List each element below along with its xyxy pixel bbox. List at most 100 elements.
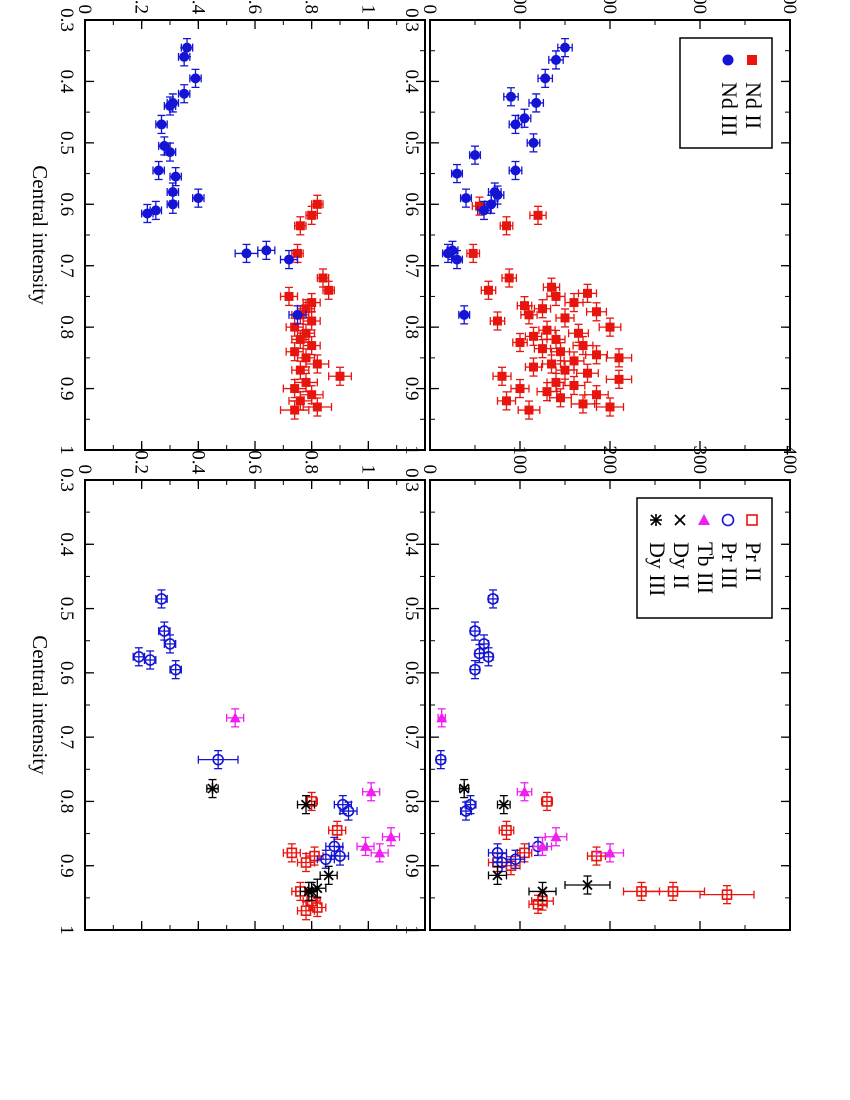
data-point	[328, 366, 352, 386]
data-point	[356, 836, 375, 857]
marker-triangle	[360, 840, 371, 851]
data-point	[305, 354, 330, 374]
marker-square	[504, 273, 514, 283]
marker-square	[524, 310, 534, 320]
data-point	[226, 708, 245, 728]
data-point	[564, 292, 584, 313]
marker-x-b	[674, 514, 686, 526]
data-point	[163, 142, 177, 162]
marker-circle-open	[342, 805, 355, 817]
data-point	[166, 194, 180, 214]
data-point	[598, 317, 622, 337]
data-point	[564, 875, 611, 895]
data-point	[459, 188, 473, 208]
marker-circle	[510, 165, 521, 176]
x-tick-label: 0.7	[401, 254, 422, 278]
marker-circle-open	[496, 856, 508, 869]
marker-square	[290, 384, 300, 394]
data-point	[528, 881, 557, 902]
data-point	[330, 846, 350, 866]
marker-circle	[261, 245, 272, 256]
y-tick-label: 0.6	[244, 0, 265, 14]
marker-square-open	[331, 825, 343, 836]
marker-square	[547, 359, 556, 369]
data-point	[458, 778, 470, 799]
data-point	[458, 305, 471, 325]
panel-nd-amplitude: 0.30.40.50.60.70.80.910100200300400RV am…	[401, 0, 800, 455]
marker-circle	[560, 42, 570, 53]
data-point	[279, 400, 310, 420]
data-point	[169, 659, 182, 680]
series-nd-iii	[441, 37, 573, 325]
data-point	[508, 114, 523, 135]
data-point	[595, 843, 625, 863]
x-tick-label: 0.4	[56, 532, 77, 556]
data-point	[546, 329, 566, 350]
marker-square	[605, 322, 615, 332]
data-point	[528, 93, 545, 113]
marker-circle-open	[482, 650, 495, 663]
marker-square-open	[300, 857, 312, 868]
marker-square	[324, 285, 334, 295]
data-point	[473, 643, 486, 664]
marker-circle-open	[133, 650, 145, 663]
marker-circle	[479, 205, 489, 216]
marker-square	[524, 405, 534, 415]
data-point	[605, 369, 633, 390]
marker-square-open	[312, 902, 323, 913]
marker-circle-open	[169, 663, 182, 676]
data-point	[529, 205, 547, 225]
x-tick-label: 0.3	[56, 8, 77, 32]
x-tick-label: 0.7	[56, 725, 77, 749]
marker-square	[538, 304, 547, 314]
data-point	[469, 659, 481, 680]
y-tick-label: 1	[357, 465, 378, 475]
data-point	[468, 145, 482, 165]
data-point	[576, 363, 599, 383]
data-point	[288, 305, 307, 325]
legend-label: Nd III	[717, 82, 742, 136]
data-point	[163, 96, 177, 116]
x-tick-label: 0.6	[56, 661, 77, 685]
marker-triangle	[374, 847, 386, 858]
legend-label: Pr II	[741, 542, 766, 582]
series-dy-ii	[487, 794, 611, 902]
marker-square	[307, 316, 317, 326]
data-point	[492, 366, 512, 386]
data-point	[291, 360, 310, 380]
marker-triangle	[436, 712, 448, 723]
marker-circle	[519, 113, 530, 124]
data-point	[487, 865, 508, 886]
x-tick-label: 0.9	[56, 854, 77, 878]
data-point	[512, 332, 528, 353]
data-point	[206, 778, 219, 799]
x-tick-label: 0.8	[401, 315, 422, 339]
marker-square	[569, 356, 579, 366]
marker-circle	[241, 248, 252, 259]
marker-circle	[190, 73, 201, 84]
data-point	[381, 827, 401, 847]
data-point	[524, 357, 543, 377]
x-tick-label: 1	[56, 445, 77, 455]
panel-nd-phase: 0.3 0.4 0.5 0.6 0.7 0.8 0.9 1 0 0.2 0.4 0.6 0.8 1 Cent…	[28, 0, 426, 455]
marker-circle	[193, 193, 204, 204]
data-point	[291, 329, 310, 350]
data-point	[234, 243, 259, 264]
marker-x-b	[498, 799, 509, 810]
plot-frame	[84, 479, 426, 931]
data-point	[177, 84, 191, 104]
data-point	[532, 836, 553, 857]
data-point	[533, 299, 552, 319]
marker-square	[542, 325, 552, 335]
marker-square	[520, 301, 529, 311]
data-point	[177, 47, 191, 67]
marker-circle	[452, 254, 462, 265]
points-group	[434, 589, 755, 914]
legend-label: Tb III	[693, 542, 718, 594]
plot-frame	[84, 19, 426, 451]
points-group	[441, 37, 633, 420]
data-point	[339, 801, 358, 821]
marker-circle-open	[469, 625, 481, 637]
marker-square	[312, 199, 322, 209]
